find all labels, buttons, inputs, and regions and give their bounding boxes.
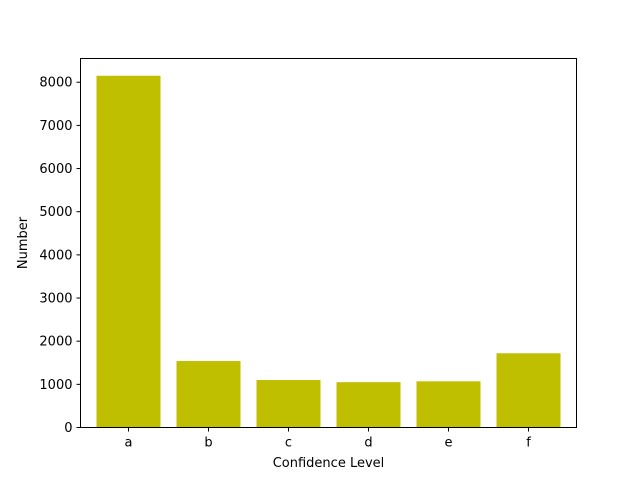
x-axis-ticks: a b c d e f bbox=[125, 427, 531, 451]
x-tick-label-f: f bbox=[526, 436, 531, 451]
bar-f bbox=[496, 353, 561, 428]
bar-c bbox=[256, 380, 321, 428]
y-axis-label: Number bbox=[16, 216, 31, 269]
y-tick-label-2000: 2000 bbox=[39, 335, 72, 350]
bar-e bbox=[416, 381, 481, 428]
y-tick-label-0: 0 bbox=[64, 421, 72, 436]
y-tick-label-8000: 8000 bbox=[39, 76, 72, 91]
y-tick-label-3000: 3000 bbox=[39, 292, 72, 307]
x-tick-label-c: c bbox=[285, 436, 292, 451]
y-tick-label-5000: 5000 bbox=[39, 205, 72, 220]
y-tick-label-7000: 7000 bbox=[39, 119, 72, 134]
bar-b bbox=[176, 361, 241, 428]
y-tick-label-6000: 6000 bbox=[39, 162, 72, 177]
bars-group bbox=[96, 75, 561, 428]
x-tick-label-b: b bbox=[204, 436, 212, 451]
x-tick-label-e: e bbox=[445, 436, 453, 451]
y-axis-ticks: 0 1000 2000 3000 4000 5000 6000 7000 8000 bbox=[39, 76, 81, 436]
bar-a bbox=[96, 75, 161, 428]
x-tick-label-a: a bbox=[125, 436, 133, 451]
x-axis-label: Confidence Level bbox=[273, 456, 385, 471]
y-tick-label-4000: 4000 bbox=[39, 248, 72, 263]
plot-area-frame bbox=[80, 58, 577, 428]
y-tick-label-1000: 1000 bbox=[39, 378, 72, 393]
x-tick-label-d: d bbox=[364, 436, 372, 451]
bar-d bbox=[336, 382, 401, 428]
